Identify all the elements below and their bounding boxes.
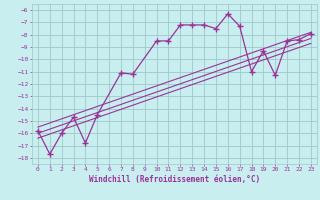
X-axis label: Windchill (Refroidissement éolien,°C): Windchill (Refroidissement éolien,°C) [89,175,260,184]
